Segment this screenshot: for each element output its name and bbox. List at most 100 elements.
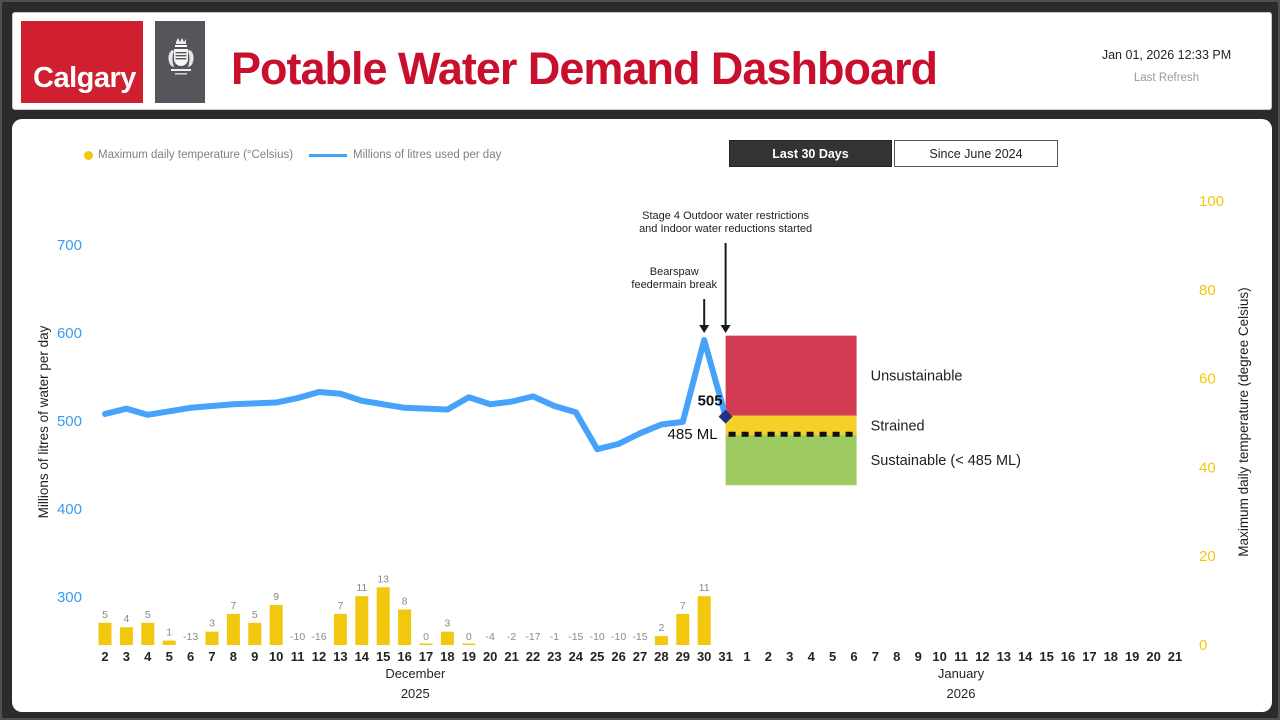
temp-value-23: -1 [550, 631, 559, 643]
left-axis-tick-300: 300 [57, 589, 82, 606]
header-bar: Calgary Potable Water Demand Dashboard J… [12, 12, 1272, 110]
x-tick-3: 5 [166, 649, 173, 664]
x-tick-7: 9 [251, 649, 258, 664]
month-label-1: January [938, 666, 985, 681]
temp-bar-5[interactable] [162, 640, 176, 645]
temp-value-5: 1 [166, 627, 172, 639]
temp-bar-18[interactable] [440, 631, 454, 645]
temp-bar-29[interactable] [676, 613, 690, 645]
x-tick-5: 7 [208, 649, 215, 664]
chart-legend: Maximum daily temperature (°Celsius) Mil… [84, 149, 501, 161]
temp-bar-28[interactable] [654, 636, 668, 645]
temp-value-10: 9 [273, 591, 279, 603]
temp-value-28: 2 [658, 622, 664, 634]
x-tick-48: 19 [1125, 649, 1139, 664]
right-axis-tick-20: 20 [1199, 548, 1216, 565]
annotation-0-line-0: Stage 4 Outdoor water restrictions [642, 210, 809, 222]
temp-value-12: -16 [311, 631, 326, 643]
x-tick-43: 14 [1018, 649, 1033, 664]
year-label-1: 2026 [947, 686, 976, 701]
annotation-0-arrowhead [720, 325, 731, 333]
temp-value-15: 13 [377, 573, 389, 585]
temperature-legend-label: Maximum daily temperature (°Celsius) [98, 149, 294, 161]
x-tick-19: 21 [504, 649, 518, 664]
left-axis-tick-700: 700 [57, 237, 82, 254]
x-tick-36: 7 [872, 649, 879, 664]
x-tick-30: 1 [743, 649, 750, 664]
x-tick-9: 11 [291, 649, 305, 664]
x-tick-34: 5 [829, 649, 836, 664]
x-tick-50: 21 [1168, 649, 1182, 664]
temp-bar-13[interactable] [333, 613, 347, 645]
annotation-1-line-1: feedermain break [631, 279, 717, 291]
x-tick-46: 17 [1082, 649, 1096, 664]
date-range-toolbar: Last 30 Days Since June 2024 [729, 140, 1058, 167]
temp-value-27: -15 [632, 631, 647, 643]
x-tick-44: 15 [1039, 649, 1053, 664]
temp-bar-15[interactable] [376, 587, 390, 645]
calgary-crest-icon [168, 38, 194, 75]
temp-bar-2[interactable] [98, 622, 112, 645]
temp-value-3: 4 [123, 613, 129, 625]
x-tick-38: 9 [915, 649, 922, 664]
x-tick-16: 18 [440, 649, 454, 664]
temp-value-8: 7 [230, 600, 236, 612]
temp-bar-9[interactable] [248, 622, 262, 645]
page-title: Potable Water Demand Dashboard [231, 43, 938, 94]
temp-bar-19[interactable] [462, 643, 476, 646]
x-tick-41: 12 [975, 649, 989, 664]
x-tick-1: 3 [123, 649, 130, 664]
x-tick-4: 6 [187, 649, 194, 664]
temp-value-26: -10 [611, 631, 626, 643]
temp-bar-30[interactable] [697, 596, 711, 645]
temp-value-7: 3 [209, 618, 215, 630]
zone-band-1 [725, 415, 857, 436]
x-tick-10: 12 [312, 649, 326, 664]
x-tick-23: 25 [590, 649, 604, 664]
temp-value-16: 8 [402, 595, 408, 607]
demand-chart: Unsustainable Strained Sustainable (< 485 … [36, 193, 1251, 701]
right-axis-tick-0: 0 [1199, 637, 1207, 654]
zone-band-2 [725, 435, 857, 486]
right-axis-tick-100: 100 [1199, 193, 1224, 210]
threshold-label: 485 ML [668, 426, 718, 443]
temp-bar-7[interactable] [205, 631, 219, 645]
temp-value-2: 5 [102, 609, 108, 621]
temp-bar-14[interactable] [355, 596, 369, 645]
temp-bar-16[interactable] [398, 609, 412, 645]
x-tick-35: 6 [850, 649, 857, 664]
since-june-2024-button[interactable]: Since June 2024 [894, 140, 1058, 167]
temp-value-6: -13 [183, 631, 198, 643]
x-tick-28: 30 [697, 649, 711, 664]
chart-card: Maximum daily temperature (°Celsius) Mil… [12, 119, 1272, 712]
x-tick-2: 4 [144, 649, 152, 664]
temp-value-25: -10 [590, 631, 605, 643]
temp-bar-8[interactable] [226, 613, 240, 645]
x-tick-22: 24 [569, 649, 584, 664]
temp-value-24: -15 [568, 631, 583, 643]
temperature-legend-dot-icon [84, 150, 93, 160]
annotation-0-line-1: and Indoor water reductions started [639, 223, 812, 235]
x-tick-12: 14 [355, 649, 370, 664]
x-tick-18: 20 [483, 649, 497, 664]
right-axis-tick-60: 60 [1199, 371, 1216, 388]
usage-line[interactable] [102, 337, 729, 453]
x-tick-15: 17 [419, 649, 433, 664]
last-30-days-button[interactable]: Last 30 Days [729, 140, 892, 167]
zone-band-0 [725, 335, 857, 416]
right-axis-title: Maximum daily temperature (degree Celsiu… [1236, 287, 1251, 556]
temp-value-13: 7 [337, 600, 343, 612]
usage-end-marker[interactable] [718, 409, 733, 424]
right-axis-tick-40: 40 [1199, 459, 1216, 476]
x-tick-8: 10 [269, 649, 283, 664]
zone-label-1: Strained [871, 418, 925, 434]
temp-value-9: 5 [252, 609, 258, 621]
x-tick-0: 2 [101, 649, 108, 664]
last-refresh-block: Jan 01, 2026 12:33 PM Last Refresh [1084, 48, 1249, 84]
temp-bar-17[interactable] [419, 643, 433, 646]
temp-bar-3[interactable] [119, 627, 133, 645]
temp-bar-10[interactable] [269, 605, 283, 645]
calgary-crest [155, 21, 205, 103]
temp-bar-4[interactable] [141, 622, 155, 645]
